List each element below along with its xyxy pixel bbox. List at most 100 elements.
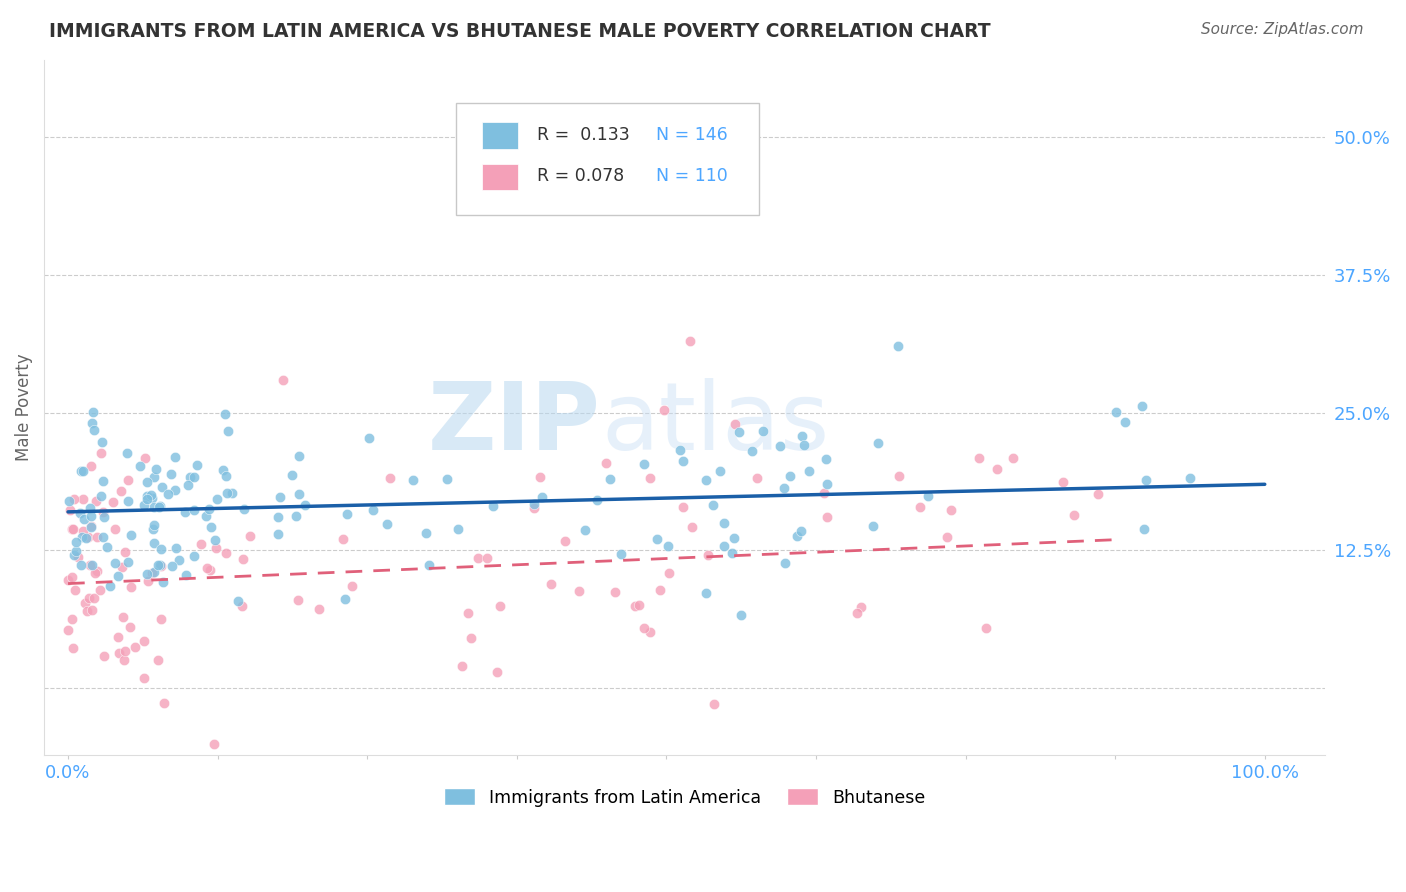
Bhutanese [60,522,83,536]
Bhutanese [73,596,96,610]
Bhutanese [554,533,576,548]
Text: atlas: atlas [602,378,830,470]
Immigrants from Latin America [375,516,398,531]
Immigrants from Latin America [167,553,190,567]
Bhutanese [60,570,83,584]
Immigrants from Latin America [730,607,752,622]
Bhutanese [58,574,80,588]
Bhutanese [83,591,105,605]
Immigrants from Latin America [135,491,157,506]
Bhutanese [202,737,225,751]
Immigrants from Latin America [156,487,179,501]
Immigrants from Latin America [862,519,884,533]
Immigrants from Latin America [702,498,724,512]
Bhutanese [529,470,551,484]
Bhutanese [60,611,83,625]
Bhutanese [72,524,94,538]
Bhutanese [460,631,482,645]
Immigrants from Latin America [1130,399,1153,413]
Immigrants from Latin America [117,555,139,569]
Bhutanese [110,484,132,499]
Immigrants from Latin America [288,449,311,463]
Immigrants from Latin America [80,416,103,430]
Immigrants from Latin America [769,439,792,453]
Bhutanese [815,510,838,524]
Immigrants from Latin America [177,478,200,492]
Immigrants from Latin America [866,436,889,450]
Immigrants from Latin America [165,541,187,556]
Immigrants from Latin America [96,540,118,554]
Bhutanese [132,671,155,685]
Bhutanese [595,456,617,470]
Immigrants from Latin America [1135,473,1157,487]
Immigrants from Latin America [134,499,156,513]
Bhutanese [287,592,309,607]
Bhutanese [80,518,103,533]
Immigrants from Latin America [217,485,239,500]
Bhutanese [124,640,146,655]
Bhutanese [112,610,135,624]
Immigrants from Latin America [150,480,173,494]
Immigrants from Latin America [141,488,163,502]
Bar [482,164,517,190]
Bhutanese [114,644,136,658]
Immigrants from Latin America [285,509,308,524]
Immigrants from Latin America [815,452,838,467]
Immigrants from Latin America [217,424,239,438]
Immigrants from Latin America [160,558,183,573]
Immigrants from Latin America [793,437,815,451]
Immigrants from Latin America [775,556,797,570]
Bhutanese [89,583,111,598]
Bhutanese [118,619,141,633]
Bhutanese [84,566,107,580]
Bhutanese [58,624,80,638]
Immigrants from Latin America [917,489,939,503]
Bhutanese [59,503,82,517]
Immigrants from Latin America [80,508,103,523]
Bhutanese [273,372,295,386]
Immigrants from Latin America [713,539,735,553]
Bhutanese [190,537,212,551]
Immigrants from Latin America [361,502,384,516]
Immigrants from Latin America [204,533,226,548]
Bhutanese [540,576,562,591]
Immigrants from Latin America [645,532,668,546]
Text: N = 146: N = 146 [657,126,728,144]
Bhutanese [745,471,768,485]
Bhutanese [681,520,703,534]
Bhutanese [195,560,218,574]
Immigrants from Latin America [695,585,717,599]
Immigrants from Latin America [530,490,553,504]
Immigrants from Latin America [152,575,174,590]
Bhutanese [633,621,655,635]
Immigrants from Latin America [63,549,86,563]
Immigrants from Latin America [150,541,173,556]
Immigrants from Latin America [672,453,695,467]
Bhutanese [703,698,725,712]
Bhutanese [627,598,650,612]
Text: N = 110: N = 110 [657,168,728,186]
Bhutanese [90,446,112,460]
Bhutanese [62,640,84,655]
Immigrants from Latin America [143,470,166,484]
Legend: Immigrants from Latin America, Bhutanese: Immigrants from Latin America, Bhutanese [434,780,934,815]
Immigrants from Latin America [75,531,97,545]
Immigrants from Latin America [98,579,121,593]
Immigrants from Latin America [159,467,181,482]
Bhutanese [86,564,108,578]
Immigrants from Latin America [148,500,170,515]
Bhutanese [475,551,498,566]
Immigrants from Latin America [741,444,763,458]
Bhutanese [976,621,998,635]
Bhutanese [114,544,136,558]
Bhutanese [467,551,489,566]
Bhutanese [697,548,720,562]
Immigrants from Latin America [482,500,505,514]
Immigrants from Latin America [335,592,357,607]
Bhutanese [1052,475,1074,489]
Immigrants from Latin America [786,529,808,543]
Text: R = 0.078: R = 0.078 [537,168,624,186]
Bhutanese [136,574,159,588]
Immigrants from Latin America [226,593,249,607]
Immigrants from Latin America [83,423,105,437]
